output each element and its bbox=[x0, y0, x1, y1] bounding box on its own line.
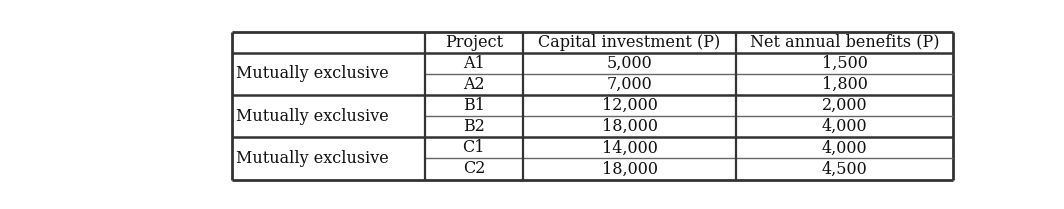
Text: C2: C2 bbox=[463, 161, 485, 177]
Text: 5,000: 5,000 bbox=[606, 55, 652, 72]
Text: Capital investment (P): Capital investment (P) bbox=[538, 34, 720, 51]
Text: 12,000: 12,000 bbox=[601, 97, 658, 114]
Text: 1,500: 1,500 bbox=[821, 55, 868, 72]
Text: 18,000: 18,000 bbox=[601, 118, 658, 135]
Text: A1: A1 bbox=[463, 55, 485, 72]
Text: 1,800: 1,800 bbox=[821, 76, 868, 93]
Text: 14,000: 14,000 bbox=[601, 139, 658, 156]
Text: 4,000: 4,000 bbox=[822, 139, 867, 156]
Text: Mutually exclusive: Mutually exclusive bbox=[236, 150, 388, 167]
Text: 7,000: 7,000 bbox=[606, 76, 652, 93]
Text: 4,000: 4,000 bbox=[822, 118, 867, 135]
Text: 2,000: 2,000 bbox=[822, 97, 867, 114]
Bar bbox=[232, 32, 953, 180]
Text: Mutually exclusive: Mutually exclusive bbox=[236, 108, 388, 125]
Text: B2: B2 bbox=[463, 118, 485, 135]
Text: A2: A2 bbox=[463, 76, 484, 93]
Text: Project: Project bbox=[445, 34, 503, 51]
Text: C1: C1 bbox=[463, 139, 485, 156]
Text: 18,000: 18,000 bbox=[601, 161, 658, 177]
Text: 4,500: 4,500 bbox=[822, 161, 868, 177]
Text: B1: B1 bbox=[463, 97, 485, 114]
Text: Mutually exclusive: Mutually exclusive bbox=[236, 65, 388, 82]
Text: Net annual benefits (P): Net annual benefits (P) bbox=[750, 34, 940, 51]
